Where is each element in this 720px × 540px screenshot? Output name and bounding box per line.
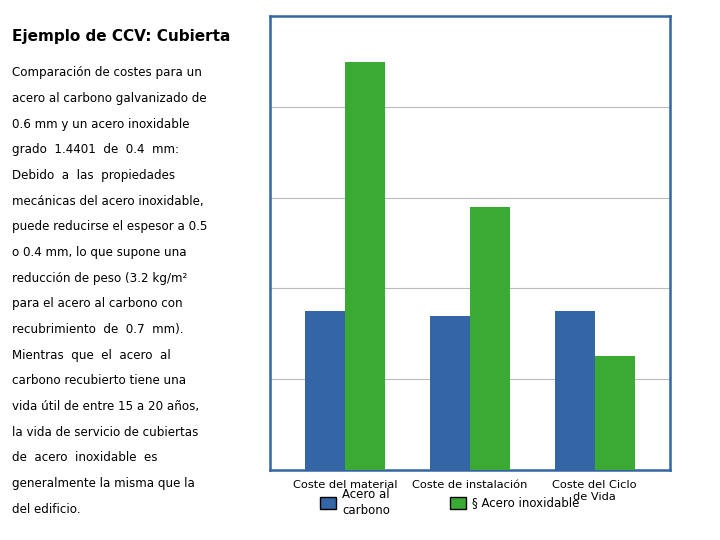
Text: mecánicas del acero inoxidable,: mecánicas del acero inoxidable,	[12, 195, 204, 208]
Bar	[305, 311, 345, 470]
Bar	[345, 62, 385, 470]
Text: para el acero al carbono con: para el acero al carbono con	[12, 298, 183, 310]
Text: grado  1.4401  de  0.4  mm:: grado 1.4401 de 0.4 mm:	[12, 143, 179, 157]
Text: 0.6 mm y un acero inoxidable: 0.6 mm y un acero inoxidable	[12, 118, 190, 131]
Text: o 0.4 mm, lo que supone una: o 0.4 mm, lo que supone una	[12, 246, 187, 259]
Bar	[430, 315, 470, 470]
Text: Comparación de costes para un: Comparación de costes para un	[12, 66, 202, 79]
Bar	[470, 207, 510, 470]
Bar	[554, 311, 595, 470]
Text: Sostenibilidad del Acero Inoxidable: Sostenibilidad del Acero Inoxidable	[692, 160, 701, 369]
Text: Ejemplo de CCV: Cubierta: Ejemplo de CCV: Cubierta	[12, 29, 230, 44]
Text: de  acero  inoxidable  es: de acero inoxidable es	[12, 451, 158, 464]
Text: acero al carbono galvanizado de: acero al carbono galvanizado de	[12, 92, 207, 105]
Text: Debido  a  las  propiedades: Debido a las propiedades	[12, 169, 176, 182]
Text: carbono recubierto tiene una: carbono recubierto tiene una	[12, 374, 186, 387]
Text: vida útil de entre 15 a 20 años,: vida útil de entre 15 a 20 años,	[12, 400, 199, 413]
FancyBboxPatch shape	[450, 497, 466, 509]
Text: generalmente la misma que la: generalmente la misma que la	[12, 477, 195, 490]
Text: Mientras  que  el  acero  al: Mientras que el acero al	[12, 349, 171, 362]
Bar	[595, 356, 634, 470]
Text: reducción de peso (3.2 kg/m²: reducción de peso (3.2 kg/m²	[12, 272, 188, 285]
Text: § Acero inoxidable: § Acero inoxidable	[472, 496, 579, 509]
Text: la vida de servicio de cubiertas: la vida de servicio de cubiertas	[12, 426, 199, 438]
Text: 36: 36	[689, 524, 704, 534]
Text: recubrimiento  de  0.7  mm).: recubrimiento de 0.7 mm).	[12, 323, 184, 336]
Text: puede reducirse el espesor a 0.5: puede reducirse el espesor a 0.5	[12, 220, 207, 233]
Text: Acero al
carbono: Acero al carbono	[342, 488, 390, 517]
FancyBboxPatch shape	[320, 497, 336, 509]
Text: del edificio.: del edificio.	[12, 503, 81, 516]
